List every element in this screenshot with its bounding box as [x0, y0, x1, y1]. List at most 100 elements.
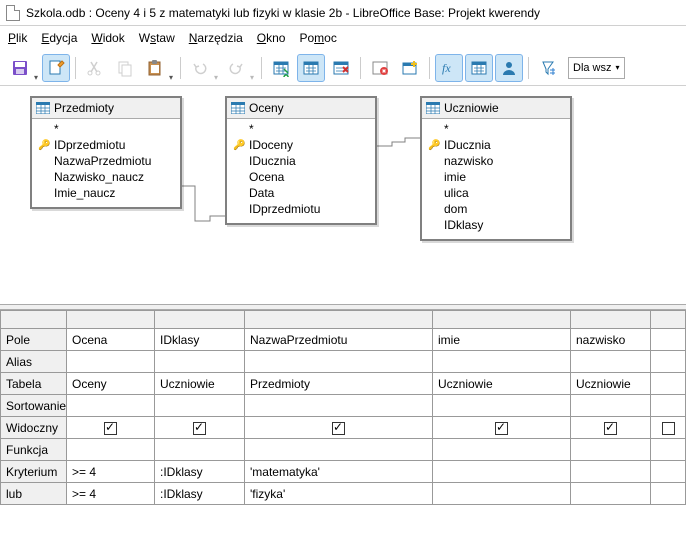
- limit-dropdown[interactable]: Dla wsz: [568, 57, 625, 79]
- cell[interactable]: Ocena: [67, 329, 155, 351]
- checkbox-icon[interactable]: [604, 422, 617, 435]
- cell[interactable]: [651, 351, 686, 373]
- checkbox-icon[interactable]: [332, 422, 345, 435]
- cell[interactable]: Uczniowie: [155, 373, 245, 395]
- table-name-button[interactable]: [465, 54, 493, 82]
- cell[interactable]: imie: [433, 329, 571, 351]
- cell[interactable]: Uczniowie: [571, 373, 651, 395]
- checkbox-icon[interactable]: [104, 422, 117, 435]
- table-title-uczniowie[interactable]: Uczniowie: [422, 98, 570, 119]
- field-row[interactable]: Imie_naucz: [38, 185, 174, 201]
- field-row[interactable]: nazwisko: [428, 153, 564, 169]
- run-query-button[interactable]: [267, 54, 295, 82]
- row-label[interactable]: Pole: [1, 329, 67, 351]
- menu-edycja[interactable]: Edycja: [41, 31, 77, 45]
- cell[interactable]: :IDklasy: [155, 483, 245, 505]
- menu-wstaw[interactable]: Wstaw: [139, 31, 175, 45]
- row-label[interactable]: Alias: [1, 351, 67, 373]
- menu-widok[interactable]: Widok: [91, 31, 124, 45]
- save-button[interactable]: [6, 54, 40, 82]
- cell[interactable]: [245, 439, 433, 461]
- cell[interactable]: nazwisko: [571, 329, 651, 351]
- cell[interactable]: [433, 395, 571, 417]
- cell[interactable]: 'matematyka': [245, 461, 433, 483]
- cell[interactable]: NazwaPrzedmiotu: [245, 329, 433, 351]
- table-title-przedmioty[interactable]: Przedmioty: [32, 98, 180, 119]
- cell[interactable]: [433, 483, 571, 505]
- field-row[interactable]: Ocena: [233, 169, 369, 185]
- field-row[interactable]: IDklasy: [428, 217, 564, 233]
- cell[interactable]: [651, 329, 686, 351]
- field-row[interactable]: *: [38, 121, 174, 137]
- cell[interactable]: [67, 395, 155, 417]
- cell[interactable]: [67, 439, 155, 461]
- redo-button[interactable]: [222, 54, 256, 82]
- design-view-button[interactable]: [297, 54, 325, 82]
- row-label[interactable]: Funkcja: [1, 439, 67, 461]
- undo-button[interactable]: [186, 54, 220, 82]
- row-label[interactable]: Sortowanie: [1, 395, 67, 417]
- cell[interactable]: [433, 439, 571, 461]
- relation-design-area[interactable]: Przedmioty * 🔑IDprzedmiotu NazwaPrzedmio…: [0, 86, 686, 304]
- cell[interactable]: [155, 395, 245, 417]
- menu-okno[interactable]: Okno: [257, 31, 286, 45]
- cell[interactable]: [433, 461, 571, 483]
- cell[interactable]: [651, 461, 686, 483]
- sql-view-button[interactable]: [366, 54, 394, 82]
- menu-pomoc[interactable]: Pomoc: [299, 31, 336, 45]
- cell[interactable]: [245, 351, 433, 373]
- menu-plik[interactable]: Plik: [8, 31, 27, 45]
- field-row[interactable]: imie: [428, 169, 564, 185]
- field-row[interactable]: dom: [428, 201, 564, 217]
- field-row[interactable]: NazwaPrzedmiotu: [38, 153, 174, 169]
- field-row[interactable]: Data: [233, 185, 369, 201]
- cell[interactable]: [571, 351, 651, 373]
- cell-visible[interactable]: [67, 417, 155, 439]
- cell[interactable]: [433, 351, 571, 373]
- cell[interactable]: IDklasy: [155, 329, 245, 351]
- clear-query-button[interactable]: [327, 54, 355, 82]
- cell[interactable]: [245, 395, 433, 417]
- cell-visible[interactable]: [155, 417, 245, 439]
- cell[interactable]: [155, 351, 245, 373]
- cell[interactable]: Oceny: [67, 373, 155, 395]
- cell[interactable]: [651, 439, 686, 461]
- row-label[interactable]: Widoczny: [1, 417, 67, 439]
- cell-visible[interactable]: [433, 417, 571, 439]
- cell[interactable]: >= 4: [67, 483, 155, 505]
- field-row[interactable]: 🔑IDprzedmiotu: [38, 137, 174, 153]
- field-row[interactable]: 🔑IDoceny: [233, 137, 369, 153]
- cell[interactable]: Przedmioty: [245, 373, 433, 395]
- paste-button[interactable]: [141, 54, 175, 82]
- field-row[interactable]: *: [428, 121, 564, 137]
- functions-button[interactable]: fx: [435, 54, 463, 82]
- distinct-values-button[interactable]: [534, 54, 562, 82]
- edit-mode-button[interactable]: [42, 54, 70, 82]
- field-row[interactable]: IDprzedmiotu: [233, 201, 369, 217]
- field-row[interactable]: 🔑IDucznia: [428, 137, 564, 153]
- cut-button[interactable]: [81, 54, 109, 82]
- field-row[interactable]: ulica: [428, 185, 564, 201]
- row-label[interactable]: Tabela: [1, 373, 67, 395]
- cell[interactable]: :IDklasy: [155, 461, 245, 483]
- table-title-oceny[interactable]: Oceny: [227, 98, 375, 119]
- row-label[interactable]: lub: [1, 483, 67, 505]
- cell[interactable]: [651, 373, 686, 395]
- cell[interactable]: [155, 439, 245, 461]
- cell[interactable]: [571, 395, 651, 417]
- cell[interactable]: [571, 483, 651, 505]
- field-row[interactable]: *: [233, 121, 369, 137]
- cell[interactable]: >= 4: [67, 461, 155, 483]
- cell[interactable]: [651, 395, 686, 417]
- cell-visible[interactable]: [651, 417, 686, 439]
- cell[interactable]: Uczniowie: [433, 373, 571, 395]
- cell[interactable]: [651, 483, 686, 505]
- checkbox-icon[interactable]: [495, 422, 508, 435]
- row-label[interactable]: Kryterium: [1, 461, 67, 483]
- checkbox-icon[interactable]: [662, 422, 675, 435]
- table-box-uczniowie[interactable]: Uczniowie * 🔑IDucznia nazwisko imie ulic…: [420, 96, 572, 241]
- cell[interactable]: [571, 439, 651, 461]
- field-row[interactable]: Nazwisko_naucz: [38, 169, 174, 185]
- cell[interactable]: 'fizyka': [245, 483, 433, 505]
- cell-visible[interactable]: [571, 417, 651, 439]
